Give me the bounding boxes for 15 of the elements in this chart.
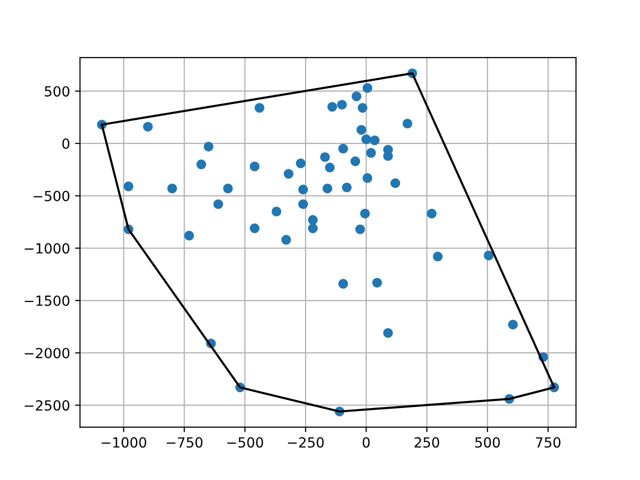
y-tick-label: 0 (62, 138, 70, 149)
y-tick-label: 500 (44, 86, 70, 97)
y-tick-label: −2500 (24, 400, 70, 411)
x-tick-label: 250 (414, 437, 440, 448)
y-tick-label: −1500 (24, 295, 70, 306)
x-tick-label: 750 (536, 437, 560, 448)
x-tick-label: −500 (227, 437, 264, 448)
y-tick-label: −1000 (24, 243, 70, 254)
x-tick-label: −1000 (102, 437, 146, 448)
y-tick-label: −500 (34, 190, 70, 202)
x-tick-label: −750 (166, 437, 202, 448)
y-tick-label: −2000 (24, 348, 70, 358)
x-tick-label: 500 (475, 437, 500, 448)
x-tick-label: −250 (288, 437, 324, 448)
x-tick-label: 0 (362, 437, 370, 448)
